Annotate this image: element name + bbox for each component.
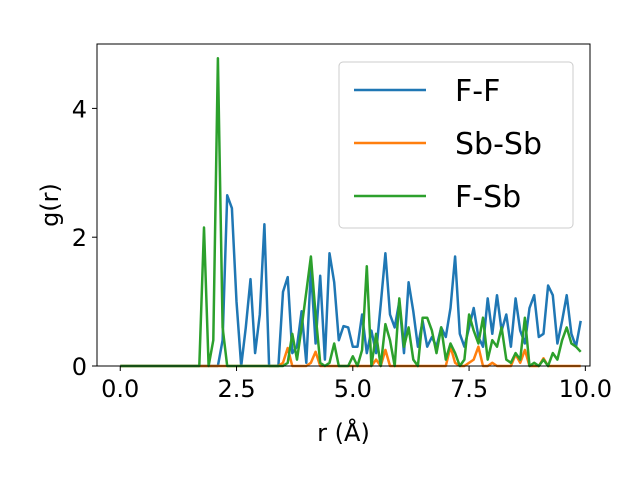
y-tick-label: 0 bbox=[72, 353, 87, 381]
legend-label-3: F-Sb bbox=[455, 180, 521, 215]
x-tick-label: 0.0 bbox=[101, 375, 139, 403]
plot-frame bbox=[96, 43, 591, 367]
x-axis-label: r (Å) bbox=[317, 418, 370, 447]
x-tick-label: 5.0 bbox=[334, 375, 372, 403]
legend-box bbox=[338, 61, 574, 229]
legend-label-2: Sb-Sb bbox=[455, 127, 542, 162]
y-axis-label: g(r) bbox=[36, 183, 64, 227]
x-axis: 0.0 2.5 5.0 7.5 10.0 bbox=[101, 366, 612, 403]
series-line-3 bbox=[120, 56, 582, 368]
series-line-2 bbox=[120, 345, 581, 368]
x-tick-label: 10.0 bbox=[559, 375, 612, 403]
y-tick-label: 2 bbox=[72, 224, 87, 252]
legend-label-1: F-F bbox=[455, 74, 500, 109]
y-tick-label: 4 bbox=[72, 95, 87, 123]
x-tick-label: 2.5 bbox=[217, 375, 255, 403]
y-axis: 0 2 4 bbox=[72, 95, 97, 381]
legend: F-F Sb-Sb F-Sb bbox=[338, 61, 574, 229]
x-tick-label: 7.5 bbox=[450, 375, 488, 403]
